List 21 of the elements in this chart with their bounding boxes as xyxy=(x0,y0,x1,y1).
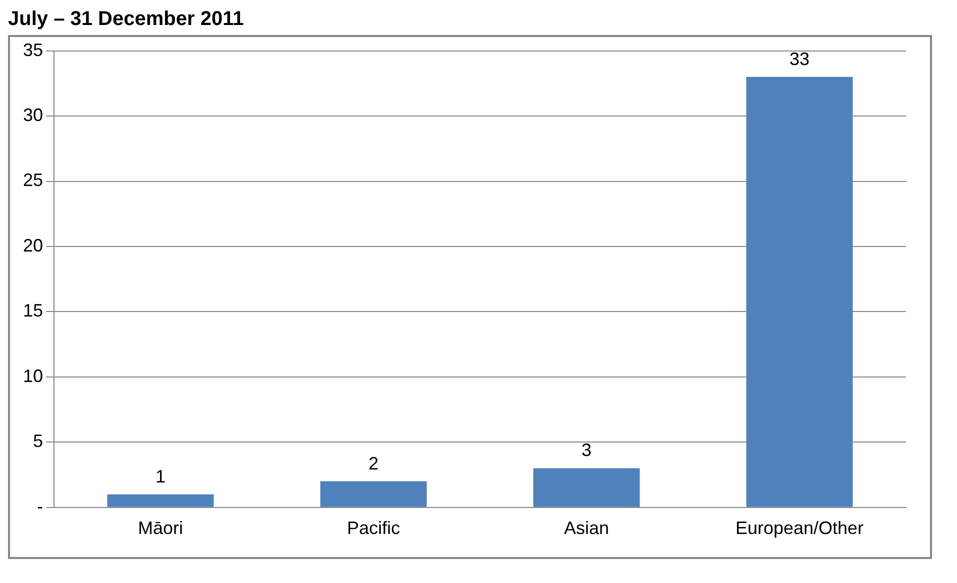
bar xyxy=(533,468,640,507)
data-label: 2 xyxy=(368,453,379,474)
y-tick-label: 5 xyxy=(33,431,44,452)
data-label: 33 xyxy=(789,48,810,69)
bar xyxy=(320,481,427,507)
bar xyxy=(746,76,853,507)
y-tick-label: 20 xyxy=(22,235,44,256)
x-tick-label: European/Other xyxy=(735,518,864,538)
y-tick-label: 15 xyxy=(22,300,44,321)
x-tick-label: Asian xyxy=(564,518,610,538)
data-label: 1 xyxy=(156,466,166,486)
y-tick-label: - xyxy=(37,496,44,516)
bar xyxy=(107,494,214,507)
chart-title: July – 31 December 2011 xyxy=(8,8,245,31)
y-tick-label: 10 xyxy=(22,366,44,386)
y-tick-label: 30 xyxy=(22,104,44,125)
y-tick-label: 25 xyxy=(22,170,44,190)
y-tick-label: 35 xyxy=(22,40,44,60)
x-tick-label: Pacific xyxy=(347,518,400,538)
data-label: 3 xyxy=(582,440,592,460)
x-tick-label: Māori xyxy=(138,518,184,538)
